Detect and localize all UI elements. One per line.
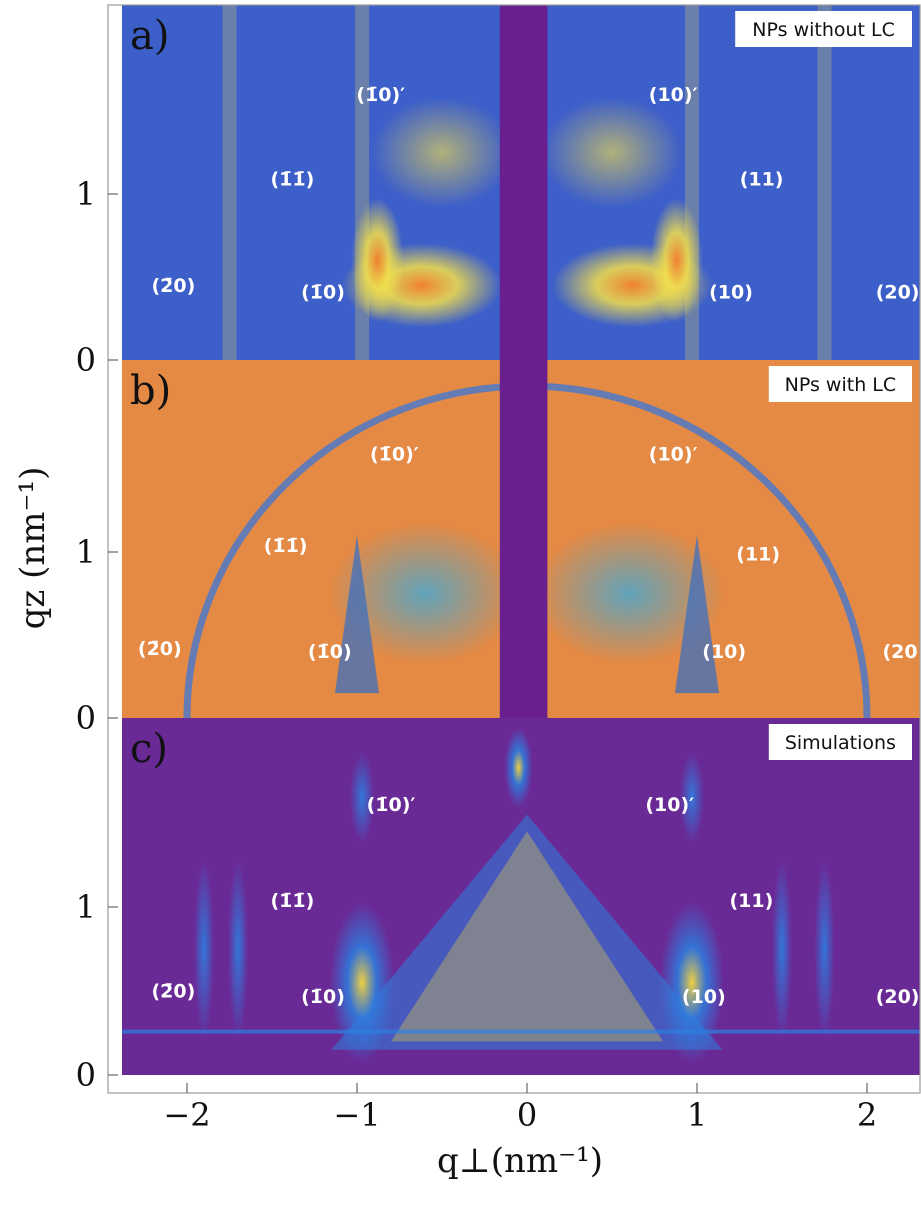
peak-label: (1̄1̄): [270, 890, 314, 912]
y-tick-label: 1: [76, 533, 96, 571]
peak-label: (1̄1̄): [264, 535, 308, 557]
x-axis: −2 −1 0 1 2: [163, 1083, 877, 1134]
x-tick-label: −1: [333, 1096, 380, 1134]
panel-a: a) NPs without LC (1̄0)′ (10)′ (1̄1̄) (11) (2̄…: [122, 5, 920, 360]
x-axis-label: q⊥(nm⁻¹): [437, 1141, 603, 1181]
panel-title: NPs without LC: [752, 19, 895, 41]
y-axis: 0 1 0 1 0 1: [76, 175, 118, 1094]
panel-title-box: [768, 724, 912, 760]
peak-label: (11): [729, 890, 773, 912]
y-tick-label: 0: [76, 699, 96, 737]
peak-label: (10)′: [649, 444, 698, 466]
peak-label: (10): [702, 641, 746, 663]
beamstop: [499, 360, 548, 718]
peak-label: (1̄0)′: [356, 84, 405, 106]
panel-title-box: [768, 366, 912, 402]
panel-b: b) NPs with LC (1̄0)′ (10)′ (1̄1̄) (11) (2̄0) (…: [122, 360, 921, 718]
peak-label: (20): [882, 641, 921, 663]
peak-label: (20): [876, 986, 920, 1008]
y-tick-label: 1: [76, 888, 96, 926]
peak-label: (11): [740, 169, 784, 191]
x-tick-label: 2: [857, 1096, 877, 1134]
panel-letter: a): [130, 13, 169, 59]
panel-title-box: [735, 11, 912, 47]
peak-label: (10): [709, 282, 753, 304]
peak-label: (1̄0): [301, 986, 345, 1008]
peak-label: (10)′: [645, 794, 694, 816]
y-tick-label: 1: [76, 175, 96, 213]
peak-label: (10): [682, 986, 726, 1008]
peak-label: (20): [876, 282, 920, 304]
peak-label: (1̄0): [301, 282, 345, 304]
panel-c: c) Simulations (1̄0)′ (10)′ (1̄1̄) (11) (2̄0) (…: [122, 718, 920, 1075]
peak-label: (2̄0): [151, 275, 195, 297]
peak-label: (2̄0): [151, 981, 195, 1003]
peak-label: (11): [736, 543, 780, 565]
x-tick-label: 0: [517, 1096, 537, 1134]
peak-label: (1̄1̄): [270, 169, 314, 191]
panels: a) NPs without LC (1̄0)′ (10)′ (1̄1̄) (11) (2̄…: [122, 5, 921, 1075]
peak-label: (1̄0)′: [367, 794, 416, 816]
y-tick-label: 0: [76, 1056, 96, 1094]
y-axis-label: qz (nm⁻¹): [13, 467, 53, 630]
peak-label: (2̄0): [138, 638, 182, 660]
panel-title: NPs with LC: [785, 374, 896, 396]
panel-title: Simulations: [785, 732, 896, 754]
beamstop: [499, 5, 548, 360]
y-tick-label: 0: [76, 341, 96, 379]
panel-letter: b): [130, 368, 171, 414]
x-tick-label: −2: [163, 1096, 210, 1134]
x-tick-label: 1: [687, 1096, 707, 1134]
plot-frame: [107, 4, 921, 1094]
peak-label: (1̄0)′: [370, 444, 419, 466]
peak-label: (1̄0): [308, 641, 352, 663]
panel-letter: c): [130, 726, 168, 772]
peak-label: (10)′: [649, 84, 698, 106]
